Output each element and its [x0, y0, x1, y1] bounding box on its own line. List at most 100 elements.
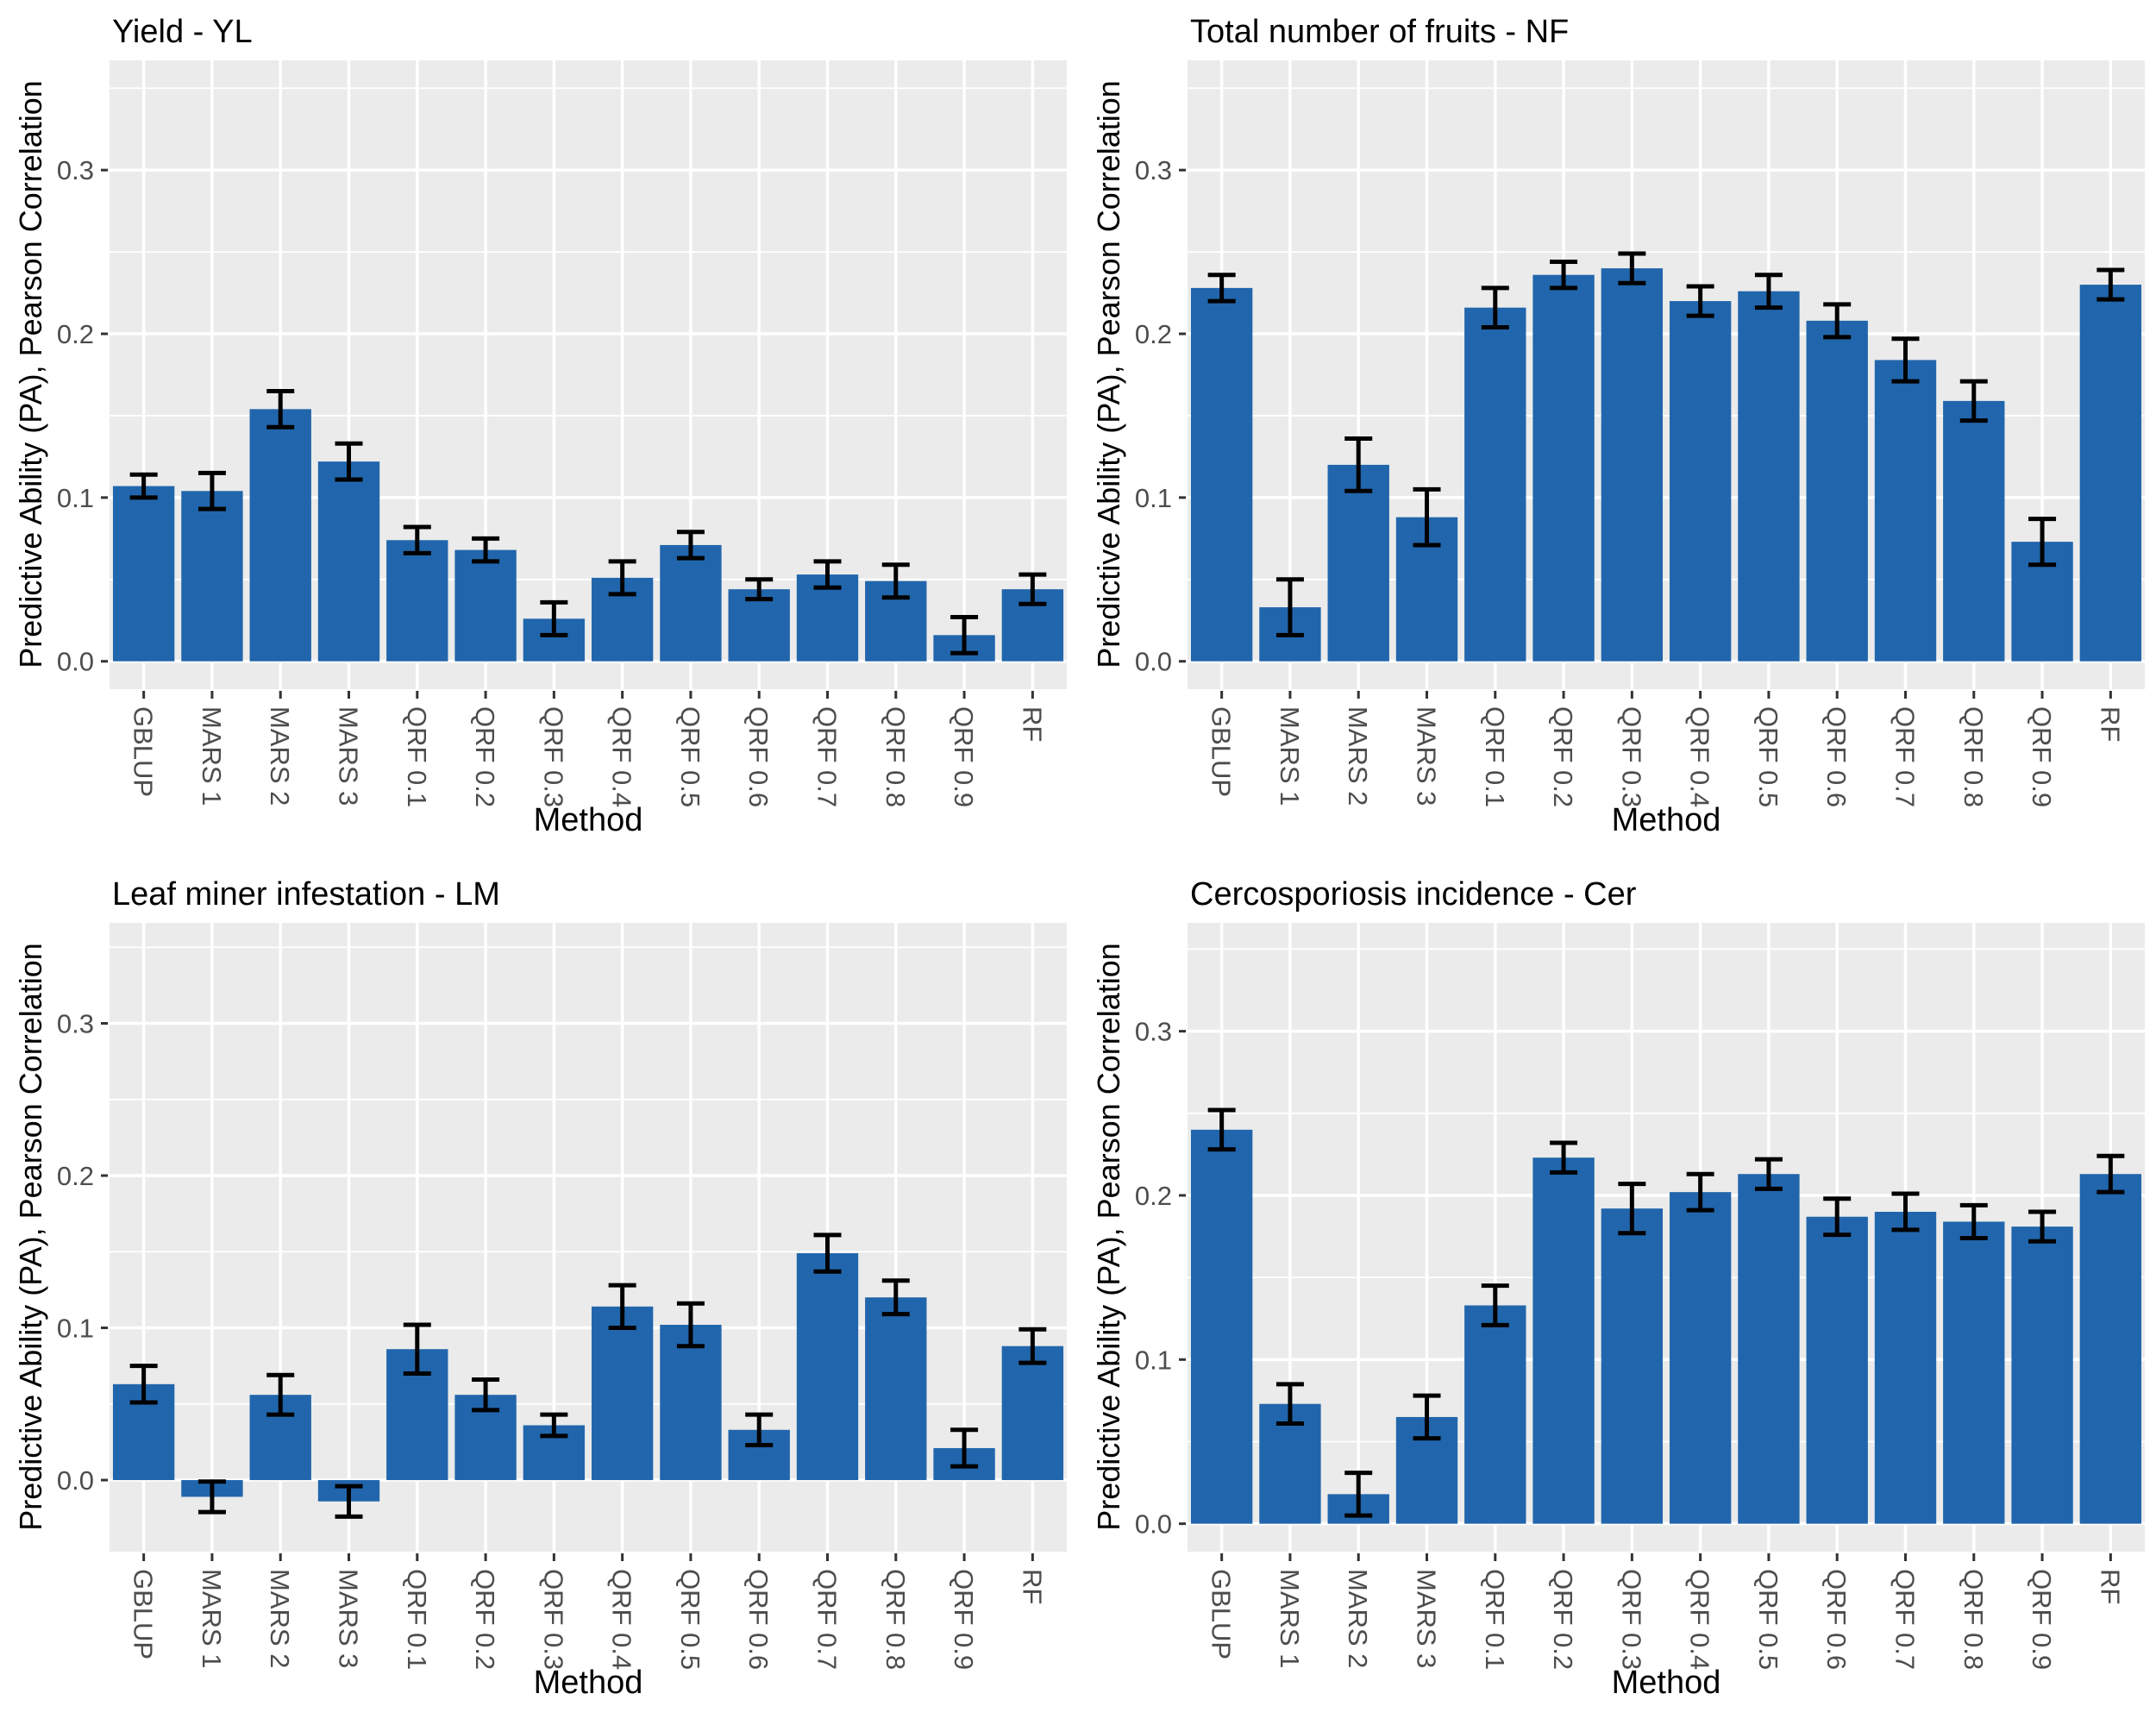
bar	[454, 549, 517, 662]
bar	[1190, 287, 1253, 662]
x-tick-label: QRF 0.4	[1685, 1569, 1715, 1670]
x-tick-label: QRF 0.5	[675, 706, 705, 807]
panel-title: Yield - YL	[112, 14, 253, 50]
y-tick-label: 0.2	[57, 1161, 94, 1191]
x-tick-label: QRF 0.7	[812, 706, 843, 807]
bar	[865, 1297, 927, 1481]
y-tick-label: 0.1	[1135, 483, 1172, 513]
x-tick-label: RF	[1017, 1569, 1047, 1604]
x-tick-label: MARS 2	[1343, 706, 1373, 806]
x-axis-title: Method	[1611, 1665, 1721, 1701]
bar	[1001, 1346, 1064, 1481]
y-tick-label: 0.2	[57, 319, 94, 349]
panel-total-fruits-nf: 0.0 0.1 0.2 0.3 GBLUP MARS 1 MARS 2 MARS 3 QRF 0…	[1078, 0, 2156, 862]
panel-title: Leaf miner infestation - LM	[112, 876, 500, 913]
x-tick-label: QRF 0.1	[1480, 706, 1510, 807]
bar	[1464, 1305, 1526, 1524]
bar	[728, 589, 790, 662]
bar	[660, 544, 722, 662]
bar	[1327, 464, 1389, 662]
bar	[1190, 1129, 1253, 1524]
x-axis-title: Method	[533, 1665, 643, 1701]
y-tick-label: 0.0	[57, 1465, 94, 1496]
x-tick-label: QRF 0.2	[1548, 1569, 1578, 1670]
x-tick-label: QRF 0.1	[402, 706, 432, 807]
y-axis-title: Predictive Ability (PA), Pearson Correla…	[13, 80, 48, 668]
leaf-miner-lm-chart: 0.0 0.1 0.2 0.3 GBLUP MARS 1 MARS 2 MARS 3 QRF 0…	[57, 923, 1067, 1670]
bar	[2079, 285, 2142, 662]
x-tick-label: QRF 0.4	[607, 706, 637, 807]
y-tick-label: 0.1	[1135, 1345, 1172, 1375]
cercosporiosis-cer-chart: 0.0 0.1 0.2 0.3 GBLUP MARS 1 MARS 2 MARS 3 QRF 0…	[1135, 923, 2145, 1670]
x-tick-label: QRF 0.9	[2027, 706, 2057, 807]
y-tick-label: 0.3	[1135, 155, 1172, 185]
x-tick-label: QRF 0.3	[1616, 1569, 1646, 1670]
x-tick-label: RF	[1017, 706, 1047, 742]
x-tick-label: QRF 0.8	[881, 706, 911, 807]
y-tick-label: 0.1	[57, 483, 94, 513]
bar	[317, 461, 380, 662]
bar	[112, 486, 175, 662]
x-tick-label: QRF 0.7	[1890, 706, 1921, 807]
bar	[1669, 1192, 1732, 1524]
bar	[1806, 320, 1868, 662]
x-tick-label: QRF 0.6	[743, 1569, 774, 1670]
x-tick-label: MARS 2	[265, 706, 295, 806]
x-tick-label: QRF 0.7	[812, 1569, 843, 1670]
bar	[1806, 1216, 1868, 1524]
panel-title: Cercosporiosis incidence - Cer	[1190, 876, 1637, 913]
x-tick-label: QRF 0.6	[743, 706, 774, 807]
y-tick-label: 0.3	[57, 1008, 94, 1038]
x-tick-label: QRF 0.8	[1959, 706, 1989, 807]
panel-leaf-miner-lm: 0.0 0.1 0.2 0.3 GBLUP MARS 1 MARS 2 MARS 3 QRF 0…	[0, 862, 1078, 1725]
y-tick-label: 0.0	[57, 647, 94, 677]
bar	[1601, 1208, 1664, 1524]
x-tick-label: QRF 0.2	[470, 1569, 500, 1670]
y-tick-label: 0.3	[1135, 1017, 1172, 1047]
bar	[386, 540, 448, 662]
bar	[2011, 1226, 2073, 1524]
x-tick-label: MARS 2	[265, 1569, 295, 1668]
x-tick-label: RF	[2095, 706, 2125, 742]
total-fruits-nf-chart: 0.0 0.1 0.2 0.3 GBLUP MARS 1 MARS 2 MARS 3 QRF 0…	[1135, 60, 2145, 807]
x-tick-label: QRF 0.9	[949, 706, 979, 807]
y-tick-label: 0.2	[1135, 1181, 1172, 1211]
x-tick-label: GBLUP	[128, 706, 159, 797]
bar	[249, 409, 311, 662]
x-tick-label: QRF 0.5	[1753, 706, 1783, 807]
x-tick-label: QRF 0.6	[1821, 1569, 1852, 1670]
bar	[1943, 400, 2005, 662]
bar	[1738, 291, 1800, 662]
bar	[660, 1324, 722, 1481]
x-tick-label: MARS 3	[334, 1569, 364, 1668]
x-tick-label: QRF 0.1	[1480, 1569, 1510, 1670]
x-tick-label: QRF 0.3	[538, 706, 568, 807]
bar	[796, 1253, 859, 1481]
y-axis-title: Predictive Ability (PA), Pearson Correla…	[13, 943, 48, 1531]
bar	[181, 491, 243, 662]
y-tick-label: 0.0	[1135, 1509, 1172, 1540]
x-tick-label: QRF 0.9	[2027, 1569, 2057, 1670]
bar	[1669, 301, 1732, 662]
x-tick-label: MARS 1	[1275, 1569, 1305, 1668]
x-tick-label: QRF 0.8	[1959, 1569, 1989, 1670]
x-tick-label: QRF 0.3	[1616, 706, 1646, 807]
x-tick-label: MARS 2	[1343, 1569, 1373, 1668]
x-axis-title: Method	[1611, 802, 1721, 838]
y-axis-title: Predictive Ability (PA), Pearson Correla…	[1091, 943, 1126, 1531]
y-tick-label: 0.2	[1135, 319, 1172, 349]
x-tick-label: MARS 3	[1412, 706, 1442, 806]
bar	[1874, 360, 1937, 662]
x-tick-label: MARS 3	[334, 706, 364, 806]
x-axis-title: Method	[533, 802, 643, 838]
y-tick-label: 0.3	[57, 155, 94, 185]
x-tick-label: QRF 0.1	[402, 1569, 432, 1670]
bar	[2079, 1174, 2142, 1524]
panel-title: Total number of fruits - NF	[1190, 14, 1570, 50]
bar	[1943, 1221, 2005, 1524]
bar	[1532, 1157, 1595, 1524]
x-tick-label: QRF 0.4	[607, 1569, 637, 1670]
bar	[1738, 1174, 1800, 1524]
x-tick-label: QRF 0.5	[1753, 1569, 1783, 1670]
